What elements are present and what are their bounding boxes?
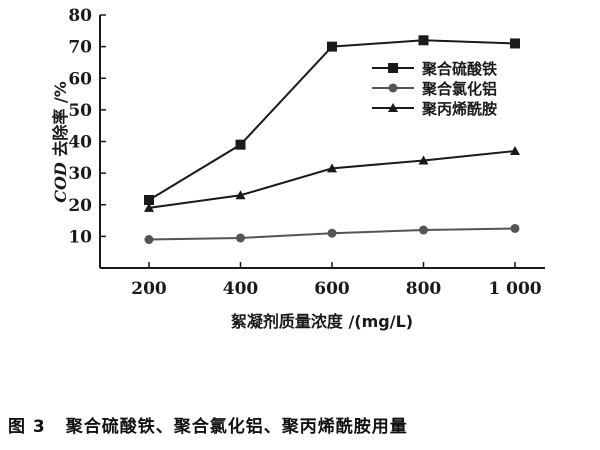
legend-marker: [388, 63, 398, 73]
data-point-series-2: [236, 233, 245, 243]
legend-marker: [388, 83, 398, 93]
y-tick-label: 30: [68, 164, 92, 184]
x-axis-label: 絮凝剂质量浓度 /(mg/L): [231, 312, 413, 331]
data-point-series-2: [144, 235, 154, 245]
data-point-series-1: [510, 38, 520, 49]
x-tick-label: 800: [406, 279, 442, 299]
chart-labels: 絮凝剂质量浓度 /(mg/L) COD 去除率 /%: [51, 81, 413, 331]
figure-number: 图 3: [8, 417, 46, 437]
series-line-3: [148, 149, 516, 209]
data-point-series-3: [327, 163, 337, 173]
data-point-series-1: [418, 35, 429, 46]
figure-caption: 图 3 聚合硫酸铁、聚合氯化铝、聚丙烯酰胺用量: [8, 412, 592, 437]
y-tick-label: 60: [68, 69, 92, 89]
data-point-series-3: [235, 190, 246, 200]
x-tick-label: 600: [314, 279, 350, 299]
x-tick-label: 400: [223, 279, 259, 299]
data-point-series-3: [144, 202, 154, 212]
y-tick-label: 80: [68, 6, 92, 26]
y-axis-label-cod: COD: [51, 162, 70, 203]
data-point-series-2: [419, 225, 428, 235]
y-axis-label-rate: 去除率 /%: [51, 81, 70, 162]
y-tick-label: 70: [68, 38, 92, 58]
data-point-series-1: [235, 139, 246, 150]
data-point-series-2: [327, 228, 337, 238]
x-tick-label: 1 000: [488, 279, 541, 299]
legend-marker: [388, 103, 398, 112]
legend-label: 聚合硫酸铁: [421, 60, 497, 78]
data-point-series-3: [510, 145, 520, 155]
y-tick-label: 20: [68, 196, 92, 216]
legend-label: 聚丙烯酰胺: [421, 100, 497, 118]
x-tick-label: 200: [131, 279, 167, 299]
data-point-series-1: [327, 41, 337, 52]
figure-caption-text: 聚合硫酸铁、聚合氯化铝、聚丙烯酰胺用量: [65, 417, 408, 437]
chart-series: [144, 35, 520, 245]
legend-label: 聚合氯化铝: [421, 80, 497, 98]
y-tick-label: 40: [68, 133, 92, 153]
chart-ticks: 10 20 30 40 50 60 70 80 200 400 600 800 1 000: [68, 6, 541, 299]
y-axis-label: COD 去除率 /%: [51, 81, 70, 203]
data-point-series-2: [510, 223, 520, 233]
data-point-series-1: [144, 195, 154, 206]
y-tick-label: 50: [68, 101, 92, 121]
y-tick-label: 10: [68, 227, 92, 247]
data-point-series-3: [418, 155, 429, 165]
